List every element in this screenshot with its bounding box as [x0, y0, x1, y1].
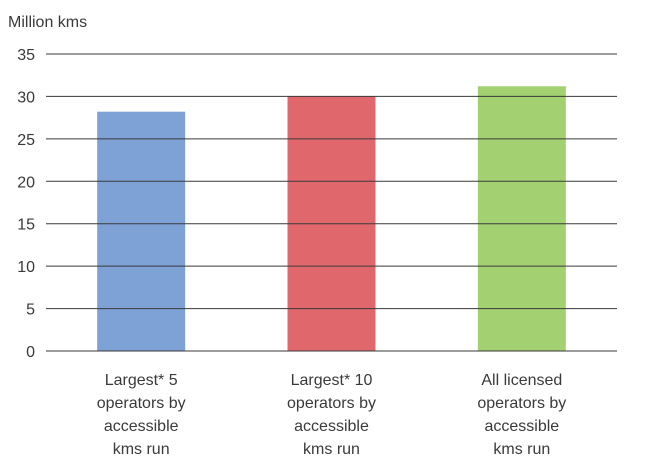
category-label: Largest* 10: [291, 372, 373, 389]
category-label: accessible: [104, 418, 179, 435]
y-tick-label: 20: [17, 174, 35, 191]
bar-1: [97, 111, 186, 352]
gridlines: [46, 53, 617, 352]
category-label: accessible: [484, 418, 559, 435]
y-tick-label: 10: [17, 259, 35, 276]
y-tick-label: 15: [17, 217, 35, 234]
category-label: kms run: [493, 441, 550, 458]
category-labels: Largest* 5 operators by accessible kms run L…: [97, 372, 567, 458]
y-tick-label: 0: [26, 344, 35, 361]
y-tick-label: 30: [17, 89, 35, 106]
y-tick-label: 35: [17, 47, 35, 64]
bar-3: [477, 86, 566, 351]
y-axis-ticks: 0 5 10 15 20 25 30 35: [17, 47, 35, 361]
category-label: operators by: [287, 395, 376, 412]
y-tick-label: 25: [17, 132, 35, 149]
category-label: operators by: [477, 395, 566, 412]
bars: [97, 86, 566, 352]
category-label: accessible: [294, 418, 369, 435]
category-label: kms run: [303, 441, 360, 458]
y-tick-label: 5: [26, 302, 35, 319]
category-label: Largest* 5: [105, 372, 178, 389]
category-label: All licensed: [481, 372, 562, 389]
category-label: operators by: [97, 395, 186, 412]
y-axis-label: Million kms: [8, 14, 87, 31]
category-label: kms run: [113, 441, 170, 458]
